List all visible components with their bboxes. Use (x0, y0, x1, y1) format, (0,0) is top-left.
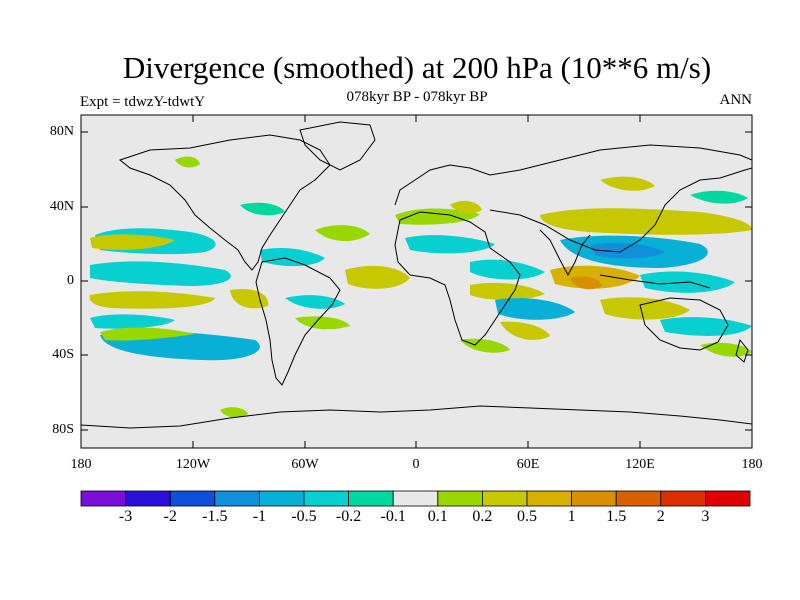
contour-field (89, 156, 752, 418)
colorbar-label: 1.5 (606, 508, 627, 525)
contour-region (405, 235, 495, 254)
colorbar-label: 0.1 (427, 508, 448, 525)
lon-tick-label: 0 (412, 457, 420, 472)
contour-region (470, 259, 545, 280)
contour-region (315, 225, 370, 242)
colorbar-swatch (615, 490, 662, 507)
coastline-asia (489, 167, 752, 253)
contour-region (540, 208, 752, 235)
lon-tick-label: 60W (291, 457, 319, 472)
coastline-africa (394, 211, 521, 346)
divergence-contours (81, 121, 752, 429)
colorbar-label: -3 (118, 508, 133, 525)
coastline-europe (394, 144, 752, 206)
colorbar-label: 0.2 (472, 508, 493, 525)
contour-region (89, 291, 215, 309)
lon-tick-label: 120E (625, 457, 655, 472)
lon-tick-label: 60E (516, 457, 540, 472)
contour-region (660, 317, 752, 336)
contour-region (460, 338, 510, 353)
lat-tick-label: 40N (49, 199, 74, 214)
colorbar-label: -0.5 (291, 508, 317, 525)
colorbar-swatch (348, 490, 394, 507)
coastline-north-america (118, 134, 331, 271)
colorbar-label: -1 (252, 508, 267, 525)
colorbar-swatch (258, 490, 305, 507)
colorbar-swatch (705, 490, 751, 507)
contour-region (395, 208, 480, 225)
colorbar-swatch (526, 490, 572, 507)
contour-region (90, 261, 231, 286)
coastlines (81, 121, 752, 429)
contour-region (470, 282, 545, 301)
contour-region (550, 265, 640, 289)
colorbar-label: 3 (701, 508, 710, 525)
contour-region (260, 247, 325, 267)
colorbar-label: 0.5 (517, 508, 537, 525)
contour-region (175, 156, 200, 168)
chart-subtitle: 078kyr BP - 078kyr BP (346, 89, 488, 105)
contour-region (90, 234, 175, 250)
lat-tick-label: 80S (52, 422, 74, 437)
coastline-new-zealand (735, 338, 749, 363)
colorbar-swatch (571, 490, 617, 507)
colorbar-swatch (437, 490, 483, 507)
contour-region (450, 200, 482, 214)
contour-region (570, 276, 602, 290)
colorbar-swatch (660, 490, 706, 507)
contour-region (690, 190, 748, 204)
colorbar-label: -0.2 (335, 508, 362, 525)
contour-region (100, 327, 195, 341)
coastline-greenland (299, 121, 376, 171)
season-label: ANN (719, 92, 753, 108)
coastline-india (539, 229, 591, 277)
lon-tick-label: 180 (741, 457, 763, 472)
colorbar (80, 490, 751, 507)
contour-region (600, 297, 690, 320)
colorbar-label: -0.1 (380, 508, 406, 525)
contour-region (600, 176, 655, 191)
colorbar-swatch (80, 490, 126, 507)
colorbar-label: -1.5 (202, 508, 228, 525)
coastline-antarctica (81, 405, 752, 429)
experiment-label: Expt = tdwzY-tdwtY (80, 94, 206, 110)
lat-tick-label: 0 (67, 273, 74, 288)
colorbar-swatch (214, 490, 260, 507)
contour-region (295, 316, 350, 330)
contour-region (220, 407, 248, 418)
coastline-indonesia (599, 274, 711, 289)
colorbar-swatch (303, 490, 349, 507)
contour-region (285, 295, 345, 309)
contour-region (500, 321, 550, 340)
coastline-australia (639, 297, 729, 351)
lon-tick-label: 120W (175, 457, 211, 472)
lon-tick-label: 180 (70, 457, 92, 472)
colorbar-swatch (392, 490, 439, 507)
colorbar-label: -2 (163, 508, 177, 525)
contour-region (700, 342, 752, 357)
axis-ticks (81, 115, 752, 448)
contour-region (240, 202, 285, 216)
colorbar-swatch (169, 490, 216, 507)
lat-tick-label: 40S (52, 347, 74, 362)
lat-tick-label: 80N (49, 124, 74, 139)
contour-region (590, 242, 665, 259)
contour-region (495, 298, 575, 320)
contour-region (345, 265, 410, 289)
chart-title: Divergence (smoothed) at 200 hPa (10**6 … (122, 50, 712, 85)
contour-region (90, 314, 175, 329)
coastline-south-america (255, 257, 341, 386)
colorbar-label: 1 (567, 508, 576, 525)
colorbar-label: 2 (656, 508, 665, 525)
colorbar-swatch (481, 490, 528, 507)
colorbar-swatch (125, 490, 171, 507)
